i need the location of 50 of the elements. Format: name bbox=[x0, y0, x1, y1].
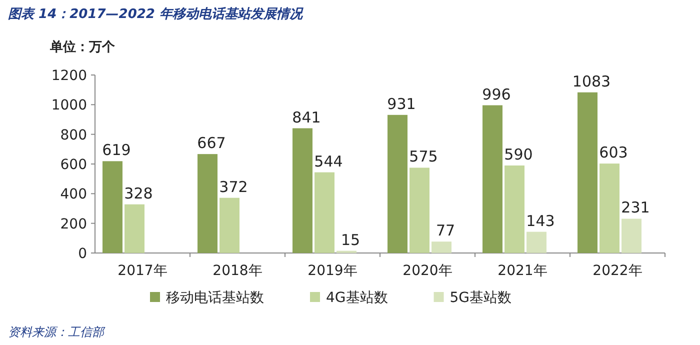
x-tick-label: 2020年 bbox=[402, 263, 452, 279]
data-label: 77 bbox=[436, 222, 456, 240]
data-label: 1083 bbox=[572, 72, 611, 90]
bar bbox=[102, 161, 122, 253]
data-label: 575 bbox=[409, 148, 438, 166]
y-tick-label: 600 bbox=[60, 157, 87, 173]
bar bbox=[410, 168, 430, 253]
x-tick-label: 2019年 bbox=[308, 263, 358, 279]
bar bbox=[578, 92, 598, 253]
data-label: 841 bbox=[292, 108, 321, 126]
bar bbox=[504, 165, 524, 253]
data-label: 619 bbox=[102, 141, 131, 160]
y-tick-label: 400 bbox=[60, 186, 87, 203]
bar bbox=[198, 154, 218, 253]
legend-label: 4G基站数 bbox=[326, 290, 388, 306]
legend-label: 5G基站数 bbox=[450, 290, 512, 306]
data-label: 328 bbox=[124, 184, 153, 202]
text: 资料来源：工信部 bbox=[8, 325, 106, 339]
x-tick-label: 2018年 bbox=[212, 263, 262, 279]
x-tick-label: 2021年 bbox=[498, 263, 548, 279]
y-tick-label: 1200 bbox=[51, 68, 87, 84]
data-label: 590 bbox=[504, 145, 533, 164]
data-label: 603 bbox=[599, 144, 628, 162]
y-tick-label: 200 bbox=[60, 216, 87, 232]
bar bbox=[600, 164, 620, 253]
bar bbox=[432, 242, 452, 253]
chart-title: 图表 14：2017—2022 年移动电话基站发展情况 bbox=[8, 6, 304, 22]
y-tick-label: 800 bbox=[60, 127, 87, 144]
data-label: 667 bbox=[197, 134, 226, 152]
bar bbox=[622, 218, 642, 253]
data-label: 544 bbox=[314, 152, 343, 170]
bar bbox=[314, 172, 334, 253]
data-label: 931 bbox=[387, 94, 416, 113]
x-tick-label: 2017年 bbox=[118, 263, 168, 279]
bar bbox=[526, 232, 546, 253]
legend-label: 移动电话基站数 bbox=[166, 290, 264, 306]
data-label: 231 bbox=[621, 198, 650, 217]
bar bbox=[388, 114, 408, 253]
x-tick-label: 2022年 bbox=[592, 263, 642, 279]
bar bbox=[482, 105, 502, 253]
bar bbox=[220, 198, 240, 253]
y-tick-label: 0 bbox=[78, 246, 87, 262]
bar bbox=[124, 204, 144, 253]
y-axis-title: 单位：万个 bbox=[49, 39, 116, 55]
y-tick-label: 1000 bbox=[51, 98, 87, 114]
data-label: 15 bbox=[340, 230, 360, 249]
data-label: 143 bbox=[526, 212, 555, 230]
bar bbox=[292, 128, 312, 253]
data-label: 996 bbox=[482, 85, 511, 104]
data-label: 372 bbox=[219, 178, 248, 196]
